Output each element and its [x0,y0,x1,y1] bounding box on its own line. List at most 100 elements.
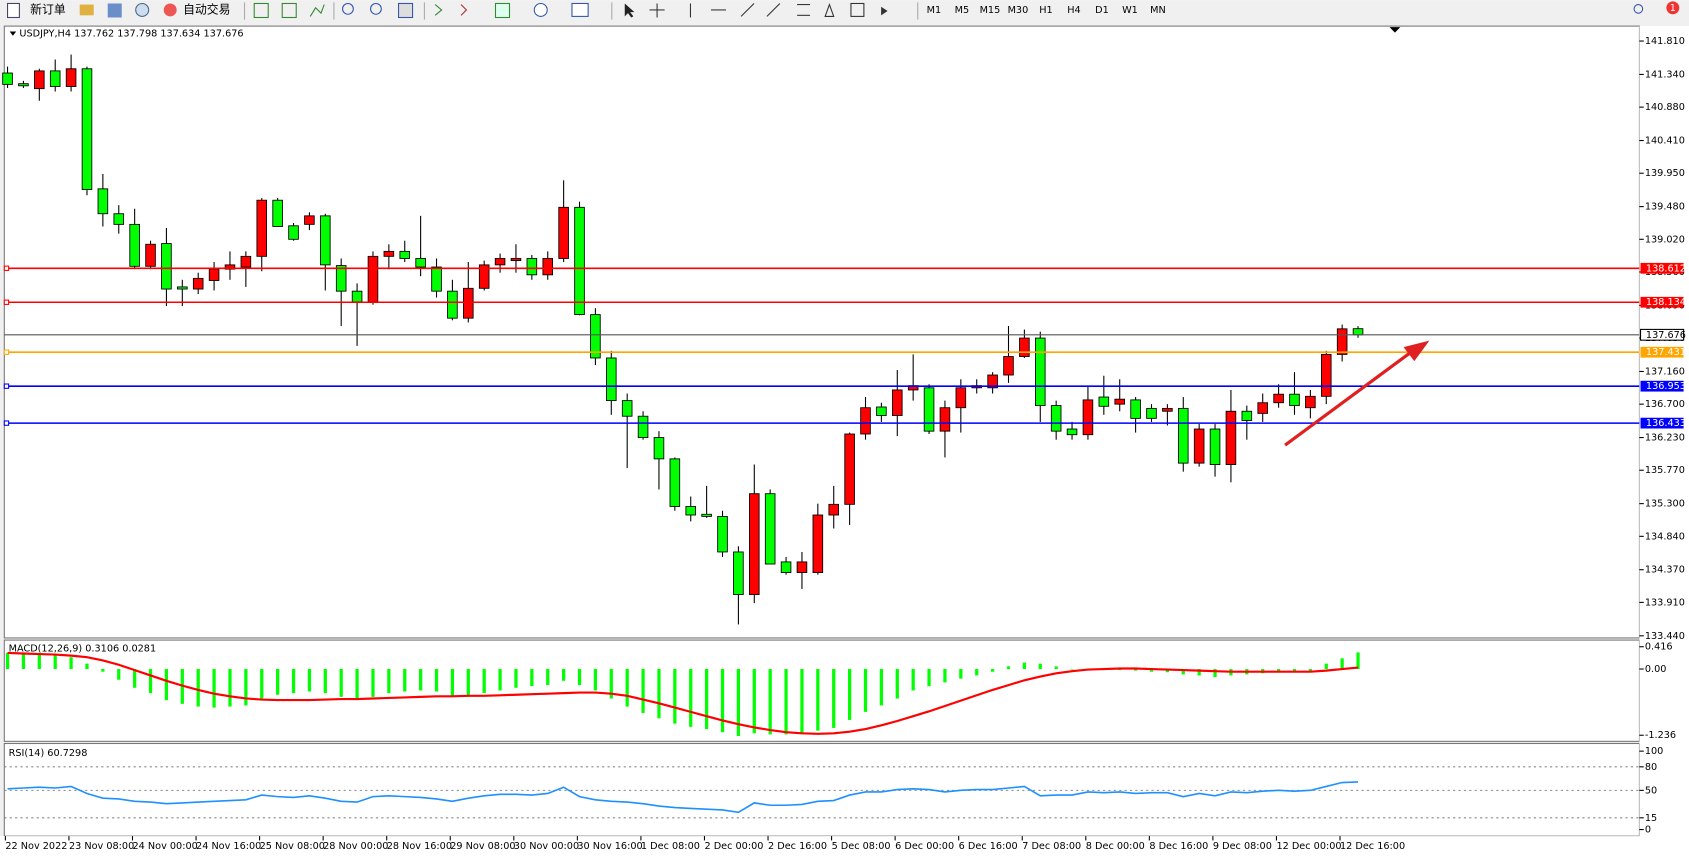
candle-body [49,70,61,87]
timeframe-button[interactable]: H4 [1067,5,1080,16]
autotrade-icon[interactable] [163,3,177,17]
new-order-icon[interactable] [7,2,20,19]
candle-body [1177,407,1189,464]
y-tick-label: 136.700 [1645,399,1685,410]
candle-icon[interactable] [281,2,297,19]
icon[interactable] [135,2,150,17]
line-chart-icon[interactable] [309,4,325,17]
timeframe-button[interactable]: H1 [1039,5,1052,16]
shift-marker [1389,27,1401,33]
x-tick-label: 1 Dec 08:00 [641,841,700,852]
candle-body [478,264,490,289]
macd-bar [1022,662,1027,670]
candle-body [590,314,601,359]
symbol-menu-icon[interactable] [9,31,17,36]
candle-body [558,206,569,259]
zoom-in-icon[interactable] [342,2,354,15]
macd-bar [1324,663,1328,670]
notification-badge[interactable] [1666,1,1680,15]
candle-body [844,433,855,505]
trendline-icon[interactable] [740,3,755,17]
x-tick-label: 29 Nov 08:00 [450,841,515,852]
candle-body [113,213,125,225]
timeframe-button[interactable]: W1 [1122,5,1138,16]
macd-bar [673,669,677,724]
timeframe-button[interactable]: D1 [1095,5,1109,16]
candle-body [65,68,77,87]
macd-bar [689,669,693,727]
y-tick-label: 134.370 [1645,565,1685,576]
macd-bar [990,669,995,672]
macd-bar [196,669,200,707]
candle-body [1034,337,1046,407]
zoom-out-icon[interactable] [370,2,382,15]
x-tick-label: 28 Nov 00:00 [323,841,388,852]
cursor-icon[interactable] [624,3,635,18]
macd-bar [260,669,264,699]
candle-body [669,458,681,507]
y-tick-label: 134.840 [1645,531,1685,542]
y-tick-label: 136.230 [1645,433,1685,444]
current-price-tag [1639,328,1685,341]
x-tick-label: 28 Nov 16:00 [387,841,452,852]
tile-icon[interactable] [398,2,414,19]
candle-body [1225,410,1237,465]
x-tick-label: 7 Dec 08:00 [1022,841,1081,852]
new-order-button[interactable]: 新订单 [30,2,66,16]
timeframe-button[interactable]: M1 [927,5,942,16]
level-marker [3,349,10,355]
candle-body [18,83,29,87]
text-icon[interactable] [824,2,835,17]
timeframe-button[interactable]: M15 [980,5,1001,16]
candle-body [1066,428,1078,436]
macd-bar [498,669,502,691]
macd-bar [307,669,312,692]
x-tick-label: 6 Dec 00:00 [895,841,954,852]
macd-bar [609,669,613,699]
current-price-label: 137.676 [1646,330,1686,341]
macd-bar [848,669,852,720]
candle-body [463,287,474,319]
search-icon[interactable] [1633,4,1644,14]
macd-panel [3,639,1640,742]
level-tag [1640,417,1684,429]
autotrade-button[interactable]: 自动交易 [183,2,230,16]
arrows-icon[interactable] [881,6,888,16]
timeframe-button[interactable]: M5 [955,5,970,16]
timeframe-button[interactable]: MN [1150,5,1166,16]
macd-bar [1006,666,1011,670]
periods-icon[interactable] [533,2,548,17]
templates-icon[interactable] [571,2,589,17]
chart-title: USDJPY,H4 137.762 137.798 137.634 137.67… [19,29,243,40]
icon[interactable] [107,3,122,18]
candle-body [383,250,395,257]
channel-icon[interactable] [766,3,781,17]
indicators-icon[interactable] [494,2,511,19]
timeframe-button[interactable]: M30 [1008,5,1029,16]
macd-bar [562,669,566,681]
x-tick-label: 12 Dec 00:00 [1276,841,1341,852]
x-tick-label: 22 Nov 2022 [5,841,67,852]
toolbar-background [0,0,1689,22]
bar-chart-icon[interactable] [253,2,269,19]
icon[interactable] [79,4,94,16]
candle-body [749,493,760,596]
macd-bar [768,669,772,735]
shift-icon[interactable] [460,4,468,16]
candle-body [1003,356,1014,376]
label-icon[interactable] [850,2,865,17]
candle-body [1114,398,1125,405]
candle-body [351,290,363,303]
macd-bar [387,669,391,694]
x-tick-label: 12 Dec 16:00 [1340,841,1405,852]
scroll-icon[interactable] [434,4,443,16]
macd-bar [1054,666,1058,670]
candle-body [923,387,935,432]
level-marker [3,265,10,271]
x-tick-label: 24 Nov 00:00 [132,841,197,852]
candle-body [192,277,204,290]
candle-body [399,250,411,259]
macd-bar [800,669,804,734]
candle-body [1241,410,1253,421]
